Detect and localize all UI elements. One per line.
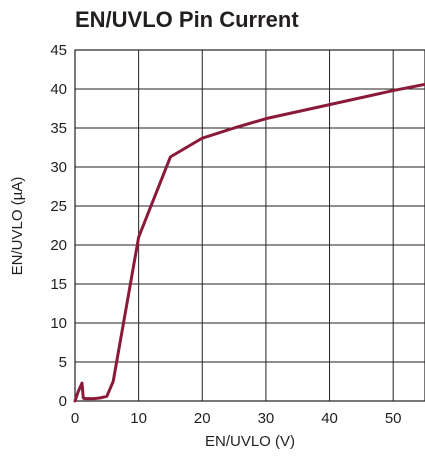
x-tick-labels: 0 10 20 30 40 50	[71, 410, 402, 427]
x-tick-label: 0	[71, 410, 79, 427]
chart-title: EN/UVLO Pin Current	[75, 7, 299, 32]
y-tick-label: 20	[50, 237, 67, 254]
y-axis-label: EN/UVLO (µA)	[9, 177, 26, 276]
series-layer	[73, 82, 425, 403]
plot-frame	[74, 49, 425, 402]
x-tick-label: 40	[321, 410, 338, 427]
x-tick-label: 10	[130, 410, 147, 427]
grid	[75, 50, 425, 401]
y-tick-label: 35	[50, 120, 67, 137]
y-tick-label: 40	[50, 81, 67, 98]
series-line	[73, 82, 425, 403]
y-tick-labels: 0 5 10 15 20 25 30 35 40 45	[50, 42, 67, 410]
x-tick-label: 50	[385, 410, 402, 427]
y-tick-label: 15	[50, 276, 67, 293]
y-tick-label: 0	[59, 393, 67, 410]
y-tick-label: 25	[50, 198, 67, 215]
y-tick-label: 5	[59, 354, 67, 371]
x-tick-label: 30	[258, 410, 275, 427]
y-tick-label: 45	[50, 42, 67, 59]
y-tick-label: 10	[50, 315, 67, 332]
x-axis-label: EN/UVLO (V)	[205, 433, 295, 450]
x-tick-label: 20	[194, 410, 211, 427]
y-tick-label: 30	[50, 159, 67, 176]
